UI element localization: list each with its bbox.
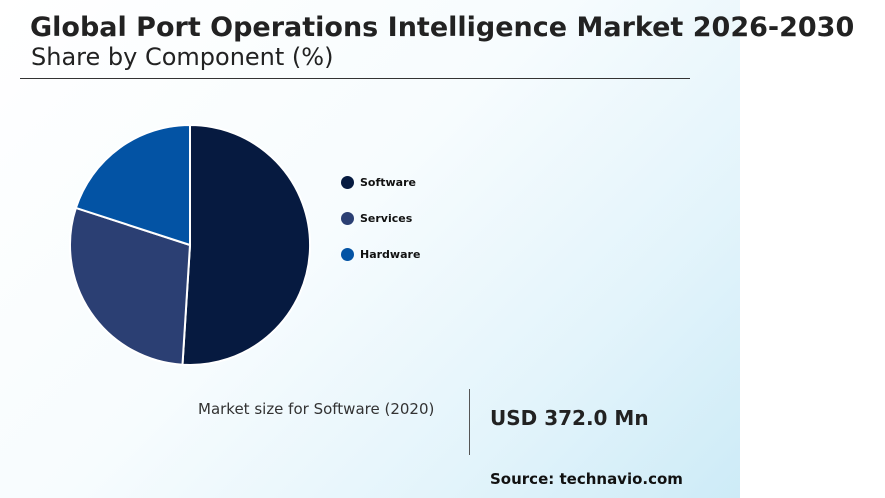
market-size-label: Market size for Software (2020) <box>198 400 435 418</box>
market-size-value: USD 372.0 Mn <box>490 406 649 430</box>
chart-legend: Software Services Hardware <box>341 175 420 283</box>
pie-slice-hardware <box>74 123 191 247</box>
source-credit: Source: technavio.com <box>490 470 683 488</box>
legend-label-hardware: Hardware <box>360 248 421 261</box>
legend-swatch-hardware <box>341 248 354 261</box>
legend-label-software: Software <box>360 176 416 189</box>
pie-slice-services <box>69 206 192 366</box>
market-divider <box>469 389 470 455</box>
legend-item-hardware: Hardware <box>341 247 420 283</box>
pie-slice-software <box>181 123 312 366</box>
legend-swatch-software <box>341 176 354 189</box>
legend-swatch-services <box>341 212 354 225</box>
chart-subtitle: Share by Component (%) <box>31 43 334 71</box>
title-divider <box>20 78 690 79</box>
legend-item-software: Software <box>341 175 420 211</box>
chart-title: Global Port Operations Intelligence Mark… <box>30 12 855 43</box>
legend-label-services: Services <box>360 212 413 225</box>
legend-item-services: Services <box>341 211 420 247</box>
